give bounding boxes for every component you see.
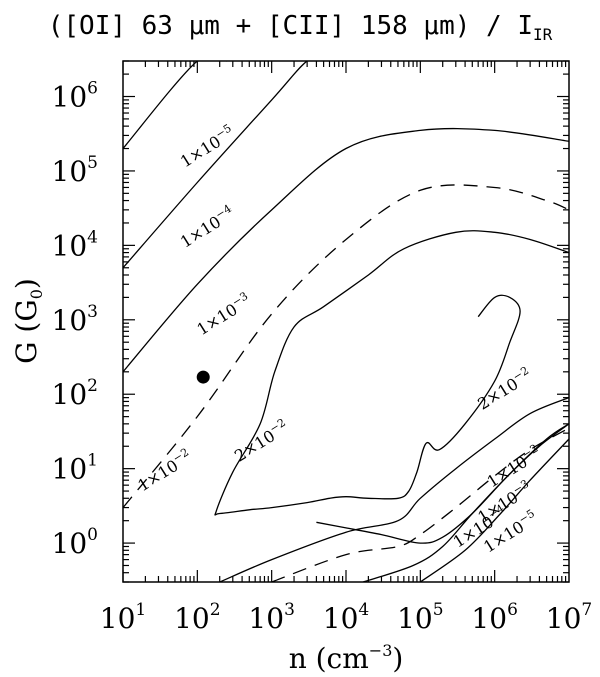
x-tick-label: 106 bbox=[471, 600, 517, 635]
contour-line bbox=[123, 184, 569, 509]
contour-label: 1×10−3 bbox=[192, 289, 254, 339]
contour-line bbox=[316, 423, 569, 544]
x-tick-label: 104 bbox=[323, 600, 369, 635]
axis-ticks: 101 102 103 104 105 106 107 100 101 102 103 104 105 1… bbox=[52, 60, 592, 635]
contour-line bbox=[419, 438, 569, 582]
contour-labels: 1×10−51×10−41×10−31×10−2 2×10−22×10−21×10… bbox=[133, 122, 540, 557]
chart-title: ([OI] 63 μm + [CII] 158 μm) / IIR bbox=[48, 11, 553, 44]
data-point-marker bbox=[196, 370, 210, 384]
marker-layer bbox=[196, 370, 210, 384]
y-axis-label: G (G0) bbox=[10, 278, 46, 364]
x-tick-label: 105 bbox=[397, 600, 443, 635]
y-tick-label: 106 bbox=[52, 79, 98, 114]
contour-line bbox=[123, 61, 227, 149]
contour-label: 1×10−4 bbox=[176, 202, 238, 252]
contour-line bbox=[219, 396, 569, 582]
y-tick-label: 103 bbox=[52, 302, 98, 337]
x-tick-label: 102 bbox=[174, 600, 220, 635]
contour-label: 1×10−2 bbox=[133, 446, 195, 496]
y-tick-label: 101 bbox=[52, 451, 98, 486]
y-tick-label: 102 bbox=[52, 376, 98, 411]
y-tick-label: 100 bbox=[52, 525, 98, 560]
x-axis-label: n (cm−3) bbox=[289, 641, 404, 675]
chart-title-subscript: IR bbox=[533, 25, 553, 44]
contour-lines bbox=[123, 61, 569, 582]
contour-label: 1×10−5 bbox=[176, 122, 238, 172]
contour-line bbox=[362, 423, 569, 582]
x-tick-label: 101 bbox=[100, 600, 146, 635]
contour-line bbox=[271, 427, 569, 582]
chart-title-main: ([OI] 63 μm + [CII] 158 μm) / I bbox=[48, 11, 533, 41]
y-tick-label: 105 bbox=[52, 153, 98, 188]
contour-line bbox=[123, 127, 569, 373]
y-tick-label: 104 bbox=[52, 227, 98, 262]
x-tick-label: 103 bbox=[248, 600, 294, 635]
contour-line bbox=[123, 61, 324, 269]
contour-label: 2×10−2 bbox=[473, 364, 535, 414]
x-tick-label: 107 bbox=[546, 600, 592, 635]
contour-line bbox=[214, 230, 569, 516]
